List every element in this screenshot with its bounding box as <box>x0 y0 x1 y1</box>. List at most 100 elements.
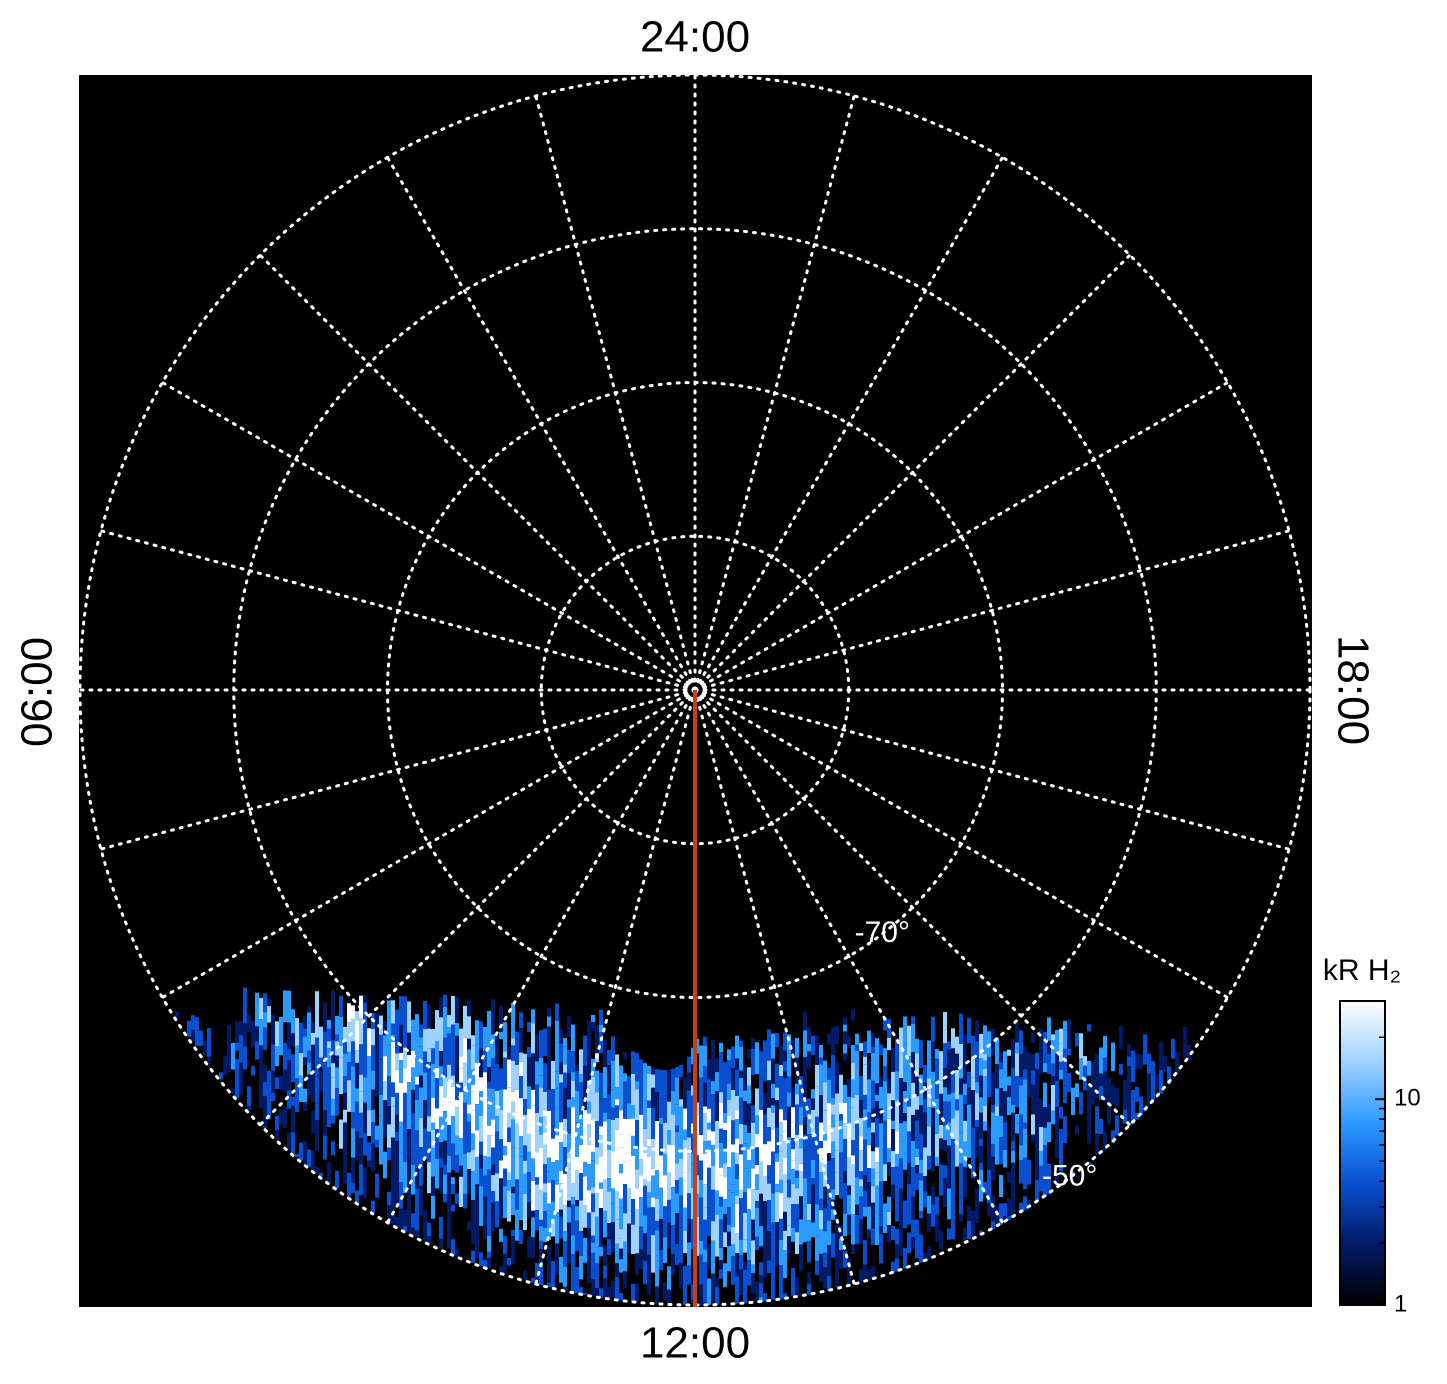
emission-pixel <box>1067 1049 1071 1056</box>
emission-pixel <box>391 1082 395 1097</box>
emission-pixel <box>387 1106 391 1125</box>
emission-pixel <box>663 1095 667 1123</box>
emission-pixel <box>763 1265 767 1278</box>
emission-pixel <box>443 1111 447 1122</box>
emission-pixel <box>427 1085 431 1105</box>
emission-pixel <box>331 1077 335 1099</box>
emission-pixel <box>855 1215 859 1244</box>
emission-pixel <box>467 999 471 1017</box>
emission-pixel <box>835 1172 839 1195</box>
emission-pixel <box>495 1266 499 1272</box>
emission-pixel <box>983 1069 987 1077</box>
emission-pixel <box>823 1110 827 1135</box>
emission-pixel <box>547 1157 551 1172</box>
emission-pixel <box>1151 1061 1155 1075</box>
emission-pixel <box>851 1020 855 1046</box>
emission-pixel <box>847 1078 851 1097</box>
emission-pixel <box>975 1060 979 1082</box>
emission-pixel <box>275 1077 279 1090</box>
emission-pixel <box>1079 1092 1083 1108</box>
emission-pixel <box>1043 1127 1047 1146</box>
emission-pixel <box>427 1131 431 1163</box>
emission-pixel <box>1151 1074 1155 1101</box>
emission-pixel <box>723 1061 727 1093</box>
emission-pixel <box>591 1193 595 1204</box>
emission-pixel <box>491 1191 495 1203</box>
emission-pixel <box>939 1051 943 1081</box>
emission-pixel <box>831 1219 835 1234</box>
emission-pixel <box>603 1266 607 1279</box>
emission-pixel <box>483 1008 487 1027</box>
emission-pixel <box>375 1083 379 1097</box>
emission-pixel <box>591 1022 595 1032</box>
emission-pixel <box>979 1033 983 1058</box>
emission-pixel <box>487 1040 491 1067</box>
emission-pixel <box>967 1221 971 1240</box>
emission-pixel <box>803 1178 807 1207</box>
emission-pixel <box>703 1262 707 1270</box>
emission-pixel <box>635 1282 639 1302</box>
emission-pixel <box>535 1061 539 1085</box>
emission-pixel <box>499 1109 503 1140</box>
emission-pixel <box>407 1155 411 1187</box>
emission-pixel <box>243 1093 247 1107</box>
emission-pixel <box>655 1092 659 1122</box>
emission-pixel <box>551 1220 555 1237</box>
emission-pixel <box>799 1040 803 1055</box>
emission-pixel <box>331 1115 335 1124</box>
emission-pixel <box>551 1097 555 1126</box>
emission-pixel <box>683 1077 687 1109</box>
emission-pixel <box>707 1243 711 1270</box>
emission-pixel <box>1091 1104 1095 1130</box>
emission-pixel <box>395 1092 399 1115</box>
emission-pixel <box>855 1051 859 1067</box>
emission-pixel <box>619 1147 623 1164</box>
emission-pixel <box>1003 1167 1007 1175</box>
emission-pixel <box>511 1193 515 1216</box>
emission-pixel <box>563 1012 567 1038</box>
emission-pixel <box>407 1082 411 1091</box>
emission-pixel <box>491 1240 495 1271</box>
emission-pixel <box>867 1145 871 1169</box>
emission-pixel <box>507 1059 511 1088</box>
emission-pixel <box>823 1208 827 1232</box>
emission-pixel <box>511 1236 515 1264</box>
emission-pixel <box>231 1043 235 1070</box>
emission-pixel <box>1083 1090 1087 1111</box>
emission-pixel <box>211 1065 215 1070</box>
emission-pixel <box>423 1174 427 1195</box>
emission-pixel <box>439 1167 443 1194</box>
emission-pixel <box>415 1084 419 1100</box>
emission-pixel <box>619 1229 623 1239</box>
emission-pixel <box>727 1115 731 1141</box>
emission-pixel <box>515 1054 519 1065</box>
emission-pixel <box>343 1026 347 1042</box>
emission-pixel <box>183 1012 187 1031</box>
emission-pixel <box>883 1181 887 1204</box>
emission-pixel <box>367 1081 371 1111</box>
emission-pixel <box>775 1153 779 1162</box>
emission-pixel <box>199 1046 203 1054</box>
emission-pixel <box>795 1158 799 1171</box>
emission-pixel <box>947 1188 951 1220</box>
emission-pixel <box>559 1142 563 1162</box>
emission-pixel <box>731 1120 735 1145</box>
emission-pixel <box>883 1017 887 1031</box>
emission-pixel <box>767 1273 771 1301</box>
emission-pixel <box>623 1142 627 1154</box>
emission-pixel <box>707 1278 711 1305</box>
emission-pixel <box>971 1056 975 1078</box>
emission-pixel <box>599 1201 603 1209</box>
emission-pixel <box>915 1148 919 1157</box>
emission-pixel <box>1091 1129 1095 1153</box>
emission-pixel <box>243 1069 247 1094</box>
emission-pixel <box>815 1116 819 1149</box>
emission-pixel <box>627 1253 631 1269</box>
emission-pixel <box>983 1105 987 1122</box>
emission-pixel <box>479 1077 483 1091</box>
emission-pixel <box>843 1183 847 1194</box>
emission-pixel <box>1131 1032 1135 1051</box>
emission-pixel <box>995 1088 999 1107</box>
emission-pixel <box>283 1069 287 1093</box>
emission-pixel <box>775 1047 779 1064</box>
